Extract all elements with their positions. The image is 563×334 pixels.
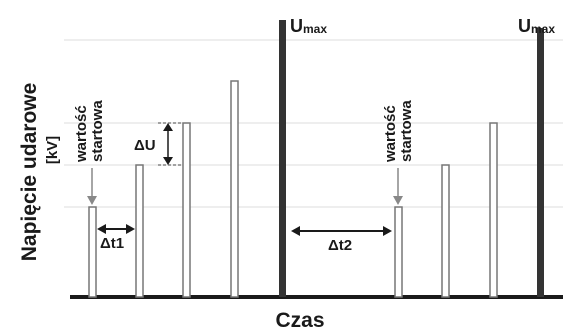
y-axis-unit: [kV] (44, 136, 61, 164)
y-axis-unit-group: [kV] (44, 136, 61, 164)
pulse-1-3 (182, 122, 191, 298)
pulse-start-2 (394, 206, 403, 298)
delta-t1-arrowhead-left (97, 224, 106, 234)
start-value-1-line-1: wartość (73, 105, 90, 163)
y-axis-label-group: Napięcie udarowe (18, 83, 41, 262)
delta-t1-arrowhead-right (126, 224, 135, 234)
umax-label-2: Umax (518, 16, 555, 36)
pulse-umax-2 (537, 28, 544, 297)
start-value-label-2: wartość startowa (382, 100, 415, 163)
start-value-2-line-2: startowa (398, 100, 415, 162)
pulse-2-2 (441, 164, 450, 298)
pulse-1-4 (230, 80, 239, 298)
x-axis-label: Czas (275, 309, 324, 332)
start-value-arrowhead-2 (393, 196, 403, 205)
umax-label-1-sub: max (303, 22, 327, 36)
delta-u-label: ΔU (134, 137, 156, 154)
pulse-2-3 (489, 122, 498, 298)
pulse-1-2 (135, 164, 144, 298)
delta-t1-label: Δt1 (100, 235, 124, 252)
pulse-start-1 (88, 206, 97, 298)
start-value-arrowhead-1 (87, 196, 97, 205)
umax-label-1: Umax (290, 16, 327, 36)
umax-label-1-main: U (290, 16, 303, 36)
start-value-1-line-2: startowa (89, 100, 106, 162)
start-value-2-line-1: wartość (382, 105, 399, 163)
delta-t2-label: Δt2 (328, 237, 352, 254)
start-value-label-1: wartość startowa (73, 100, 106, 163)
delta-u-arrowhead-top (163, 123, 173, 131)
pulse-umax-1 (279, 20, 286, 297)
delta-t2-arrowhead-left (291, 226, 300, 236)
umax-label-2-sub: max (531, 22, 555, 36)
delta-t2-arrowhead-right (383, 226, 392, 236)
delta-u-arrowhead-bottom (163, 157, 173, 165)
y-axis-label: Napięcie udarowe (18, 83, 41, 262)
umax-label-2-main: U (518, 16, 531, 36)
